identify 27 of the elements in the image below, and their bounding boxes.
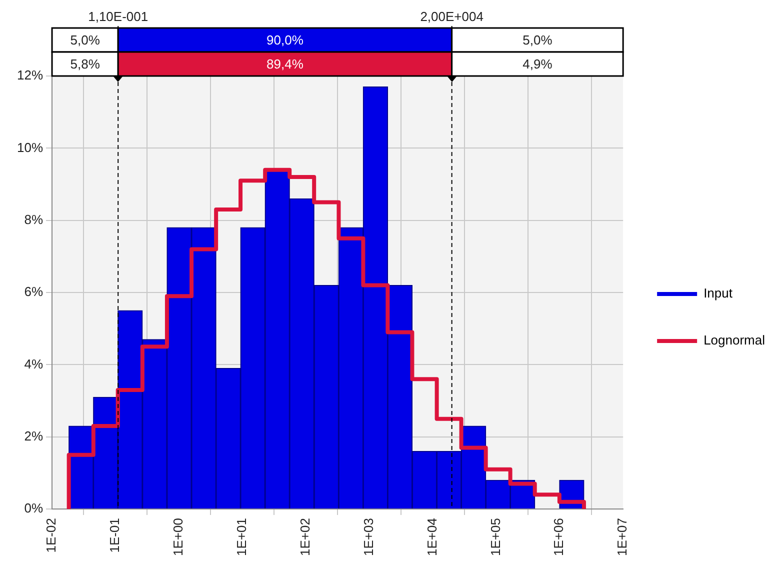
y-tick-label: 2%: [24, 428, 44, 444]
x-tick-label: 1E+02: [297, 518, 312, 556]
text: 5,8%: [70, 56, 100, 72]
x-tick-label: 1E+03: [360, 518, 376, 556]
x-tick-label: 1E+01: [234, 518, 249, 556]
x-tick-label: 1E-02: [44, 518, 59, 553]
x-tick-label: 1E-01: [107, 518, 122, 553]
y-tick-label: 4%: [24, 356, 44, 372]
ref-line-label: 2,00E+004: [420, 9, 484, 24]
y-tick-label: 12%: [16, 68, 44, 83]
text: 5,0%: [70, 32, 100, 48]
text: 4,9%: [522, 56, 553, 72]
legend-label: Lognormal: [704, 332, 766, 348]
y-tick-label: 10%: [16, 140, 44, 155]
x-tick-label: 1E+07: [614, 518, 630, 556]
legend-label: Input: [704, 286, 733, 301]
y-tick-label: 8%: [24, 212, 44, 227]
ref-line-label: 1,10E-001: [88, 9, 148, 24]
x-tick-label: 1E+00: [170, 518, 186, 556]
text: 89,4%: [266, 56, 304, 72]
text: 5,0%: [522, 32, 553, 48]
x-tick-label: 1E+05: [488, 518, 503, 556]
x-tick-label: 1E+04: [424, 518, 440, 556]
y-tick-label: 6%: [24, 284, 44, 300]
y-tick-label: 0%: [24, 500, 44, 516]
x-tick-label: 1E+06: [551, 518, 566, 556]
text: 90,0%: [266, 32, 304, 48]
